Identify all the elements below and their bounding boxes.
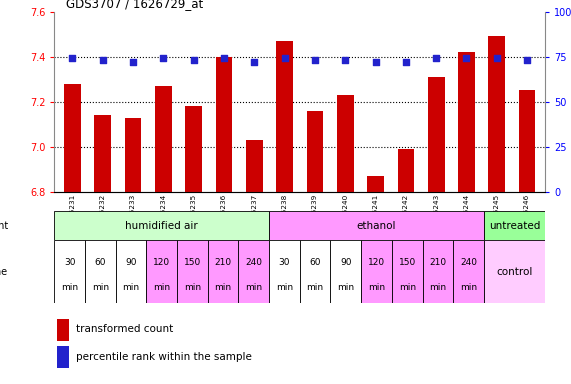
Bar xyxy=(155,86,172,192)
Point xyxy=(280,55,289,61)
Text: 120: 120 xyxy=(368,258,385,266)
Bar xyxy=(94,115,111,192)
Point xyxy=(98,57,107,63)
Bar xyxy=(423,240,453,303)
Bar xyxy=(146,240,177,303)
Text: min: min xyxy=(276,283,293,292)
Bar xyxy=(57,346,69,367)
Bar xyxy=(64,84,81,192)
Text: min: min xyxy=(337,283,355,292)
Point xyxy=(159,55,168,61)
Text: untreated: untreated xyxy=(489,220,540,231)
Bar xyxy=(361,240,392,303)
Text: 60: 60 xyxy=(309,258,321,266)
Text: transformed count: transformed count xyxy=(77,324,174,334)
Point xyxy=(371,59,380,65)
Bar xyxy=(124,118,142,192)
Point xyxy=(68,55,77,61)
Text: min: min xyxy=(429,283,447,292)
Point xyxy=(341,57,350,63)
Bar xyxy=(337,95,353,192)
Point xyxy=(250,59,259,65)
Text: min: min xyxy=(122,283,139,292)
Bar xyxy=(177,240,208,303)
Text: 150: 150 xyxy=(184,258,201,266)
Bar xyxy=(208,240,239,303)
Bar xyxy=(54,240,85,303)
Bar xyxy=(115,240,146,303)
Text: min: min xyxy=(215,283,232,292)
Point xyxy=(462,55,471,61)
Bar xyxy=(488,36,505,192)
Text: 210: 210 xyxy=(215,258,232,266)
Text: 210: 210 xyxy=(429,258,447,266)
Bar xyxy=(57,319,69,341)
Point xyxy=(219,55,228,61)
Text: 60: 60 xyxy=(95,258,106,266)
Text: 240: 240 xyxy=(460,258,477,266)
Bar xyxy=(392,240,423,303)
Text: min: min xyxy=(460,283,477,292)
Text: 90: 90 xyxy=(125,258,136,266)
Text: min: min xyxy=(153,283,170,292)
Bar xyxy=(269,211,484,240)
Point xyxy=(522,57,532,63)
Bar xyxy=(54,211,269,240)
Point xyxy=(311,57,320,63)
Text: min: min xyxy=(245,283,262,292)
Text: GDS3707 / 1626729_at: GDS3707 / 1626729_at xyxy=(66,0,203,10)
Bar xyxy=(367,176,384,192)
Point xyxy=(492,55,501,61)
Point xyxy=(128,59,138,65)
Text: 120: 120 xyxy=(153,258,170,266)
Bar xyxy=(428,77,444,192)
Point xyxy=(432,55,441,61)
Text: 30: 30 xyxy=(64,258,75,266)
Bar xyxy=(269,240,300,303)
Text: min: min xyxy=(92,283,109,292)
Text: min: min xyxy=(61,283,78,292)
Bar xyxy=(519,91,536,192)
Text: min: min xyxy=(184,283,201,292)
Bar xyxy=(216,56,232,192)
Text: 30: 30 xyxy=(279,258,290,266)
Bar xyxy=(246,140,263,192)
Point xyxy=(189,57,198,63)
Text: percentile rank within the sample: percentile rank within the sample xyxy=(77,352,252,362)
Text: min: min xyxy=(399,283,416,292)
Bar xyxy=(453,240,484,303)
Text: min: min xyxy=(368,283,385,292)
Text: min: min xyxy=(307,283,324,292)
Bar xyxy=(300,240,331,303)
Text: humidified air: humidified air xyxy=(125,220,198,231)
Bar xyxy=(276,41,293,192)
Bar xyxy=(484,211,545,240)
Bar xyxy=(331,240,361,303)
Text: time: time xyxy=(0,266,8,277)
Text: 240: 240 xyxy=(245,258,262,266)
Text: agent: agent xyxy=(0,220,8,231)
Bar xyxy=(458,52,475,192)
Text: 150: 150 xyxy=(399,258,416,266)
Bar xyxy=(186,106,202,192)
Text: 90: 90 xyxy=(340,258,352,266)
Point xyxy=(401,59,411,65)
Bar xyxy=(484,240,545,303)
Text: control: control xyxy=(496,266,533,277)
Text: ethanol: ethanol xyxy=(357,220,396,231)
Bar xyxy=(397,149,414,192)
Bar xyxy=(307,111,323,192)
Bar xyxy=(85,240,115,303)
Bar xyxy=(239,240,269,303)
